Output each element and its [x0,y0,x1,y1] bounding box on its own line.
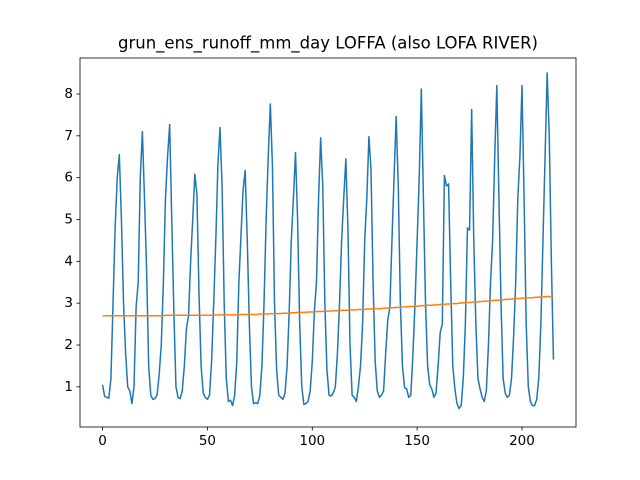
y-tick-label: 1 [64,379,73,395]
plot-frame [79,57,577,428]
line-series [102,295,554,317]
y-tick-label: 8 [64,86,73,102]
y-tick-label: 3 [64,295,73,311]
y-tick-label: 7 [64,128,73,144]
x-tick-label: 0 [98,433,107,449]
y-tick-label: 4 [64,253,73,269]
x-tick-label: 150 [404,433,430,449]
x-tick-label: 100 [299,433,325,449]
x-tick-label: 200 [509,433,535,449]
line-series [101,72,555,410]
chart-title: grun_ens_runoff_mm_day LOFFA (also LOFA … [118,34,538,54]
y-tick-label: 6 [64,170,73,186]
x-tick-label: 50 [199,433,216,449]
y-tick-label: 5 [64,211,73,227]
y-tick-label: 2 [64,337,73,353]
